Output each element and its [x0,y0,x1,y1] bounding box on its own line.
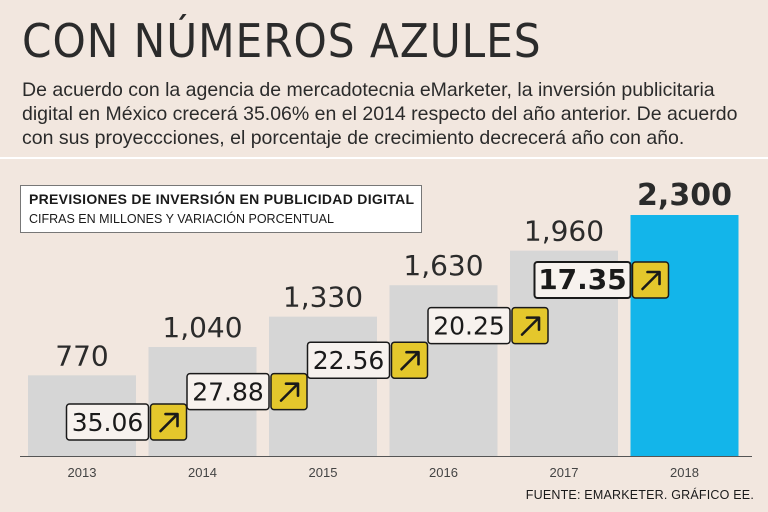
page-title: CON NÚMEROS AZULES [22,14,542,68]
arrow-shaft [159,413,178,433]
chart-title: PREVISIONES DE INVERSIÓN EN PUBLICIDAD D… [29,191,415,207]
arrow-shaft [279,383,299,402]
arrow-shaft [400,351,419,371]
year-label-2014: 2014 [188,465,217,480]
arrow-head [164,412,179,428]
growth-label-2018: 17.35 [538,263,627,296]
arrow-head [405,350,420,366]
arrow-up-right-icon [159,412,179,433]
bar-2018 [630,215,739,456]
arrow-up-right-icon [279,382,300,402]
growth-box-2014 [65,403,150,441]
year-label-2015: 2015 [309,465,338,480]
year-label-2013: 2013 [68,465,97,480]
arrow-up-right-icon [520,316,541,336]
arrow-head [284,382,300,397]
arrow-head [646,270,661,286]
growth-label-2015: 27.88 [192,378,264,407]
arrow-up-right-icon [400,350,420,371]
value-label-2018: 2,300 [637,178,732,213]
chart-subtitle: CIFRAS EN MILLONES Y VARIACIÓN PORCENTUA… [29,212,334,226]
arrow-shaft [641,271,660,291]
arrow-shaft [520,317,540,336]
growth-label-2016: 22.56 [313,346,385,375]
value-label-2016: 1,630 [403,249,483,282]
year-label-2017: 2017 [550,465,579,480]
value-label-2015: 1,330 [283,281,363,314]
arrow-head [525,316,541,331]
arrow-up-right-icon [641,270,661,291]
year-label-2018: 2018 [670,465,699,480]
value-label-2017: 1,960 [524,215,604,248]
header-divider [0,157,768,159]
growth-box-2016 [306,341,391,379]
source-note: FUENTE: EMARKETER. GRÁFICO EE. [525,488,754,502]
chart-legend: PREVISIONES DE INVERSIÓN EN PUBLICIDAD D… [20,185,422,233]
year-label-2016: 2016 [429,465,458,480]
growth-box-2015 [186,372,270,411]
value-label-2013: 770 [55,339,108,372]
growth-box-2018 [533,261,632,299]
growth-label-2017: 20.25 [433,312,505,341]
growth-label-2014: 35.06 [72,408,144,437]
growth-box-2017 [427,306,511,345]
value-label-2014: 1,040 [162,311,242,344]
intro-paragraph: De acuerdo con la agencia de mercadotecn… [22,79,738,149]
